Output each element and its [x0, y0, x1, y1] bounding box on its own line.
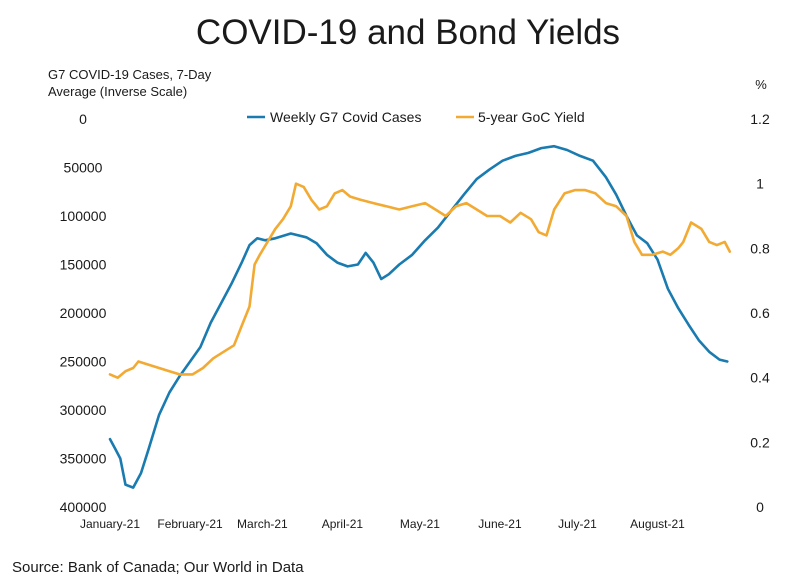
x-tick-label: August-21 — [630, 517, 685, 531]
source-note: Source: Bank of Canada; Our World in Dat… — [12, 559, 304, 576]
left-axis-ticks: 0 50000 100000 150000 200000 250000 300000 3500… — [60, 111, 107, 515]
legend-label: 5-year GoC Yield — [478, 109, 585, 125]
series-line-goc-yield — [108, 182, 732, 380]
x-tick-label: May-21 — [400, 517, 440, 531]
x-tick-label: April-21 — [322, 517, 364, 531]
left-axis-label-line-2: Average (Inverse Scale) — [48, 84, 187, 99]
left-tick-label: 200000 — [60, 305, 107, 321]
right-tick-label: 0.2 — [750, 434, 770, 450]
left-tick-label: 50000 — [64, 160, 103, 176]
left-tick-label: 150000 — [60, 257, 107, 273]
right-tick-label: 0 — [756, 499, 764, 515]
x-tick-label: January-21 — [80, 517, 140, 531]
series-lines — [108, 144, 732, 489]
x-tick-label: July-21 — [558, 517, 597, 531]
right-tick-label: 0.6 — [750, 305, 770, 321]
series-line-covid-cases — [108, 144, 729, 489]
chart-title: COVID-19 and Bond Yields — [196, 13, 620, 52]
x-axis-ticks: January-21 February-21 March-21 April-21 May… — [80, 517, 685, 531]
left-tick-label: 100000 — [60, 208, 107, 224]
right-tick-label: 0.8 — [750, 240, 770, 256]
x-tick-label: February-21 — [157, 517, 223, 531]
x-tick-label: March-21 — [237, 517, 288, 531]
x-tick-label: June-21 — [478, 517, 522, 531]
left-tick-label: 0 — [79, 111, 87, 127]
left-tick-label: 250000 — [60, 354, 107, 370]
left-tick-label: 300000 — [60, 402, 107, 418]
left-tick-label: 350000 — [60, 451, 107, 467]
right-tick-label: 1.2 — [750, 111, 770, 127]
left-axis-label-line-1: G7 COVID-19 Cases, 7-Day — [48, 67, 212, 82]
legend-label: Weekly G7 Covid Cases — [270, 109, 421, 125]
legend: Weekly G7 Covid Cases 5-year GoC Yield — [247, 109, 585, 125]
right-axis-label: % — [755, 77, 767, 92]
right-tick-label: 0.4 — [750, 370, 770, 386]
right-tick-label: 1 — [756, 176, 764, 192]
right-axis-ticks: 0 0.2 0.4 0.6 0.8 1 1.2 — [750, 111, 770, 515]
left-tick-label: 400000 — [60, 499, 107, 515]
